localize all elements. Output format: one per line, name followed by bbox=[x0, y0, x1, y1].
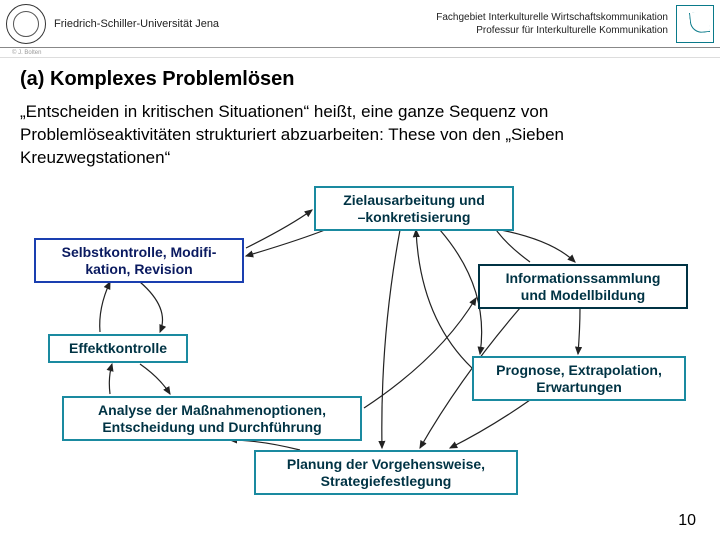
section-title: (a) Komplexes Problemlösen bbox=[20, 68, 700, 91]
sub-bar: © J. Bolten bbox=[0, 48, 720, 58]
edge-prog-planung bbox=[450, 400, 530, 448]
node-effekt: Effektkontrolle bbox=[48, 334, 188, 363]
edge-effekt-selbst bbox=[100, 282, 110, 332]
flow-diagram: Zielausarbeitung und–konkretisierung Selb… bbox=[20, 178, 700, 488]
department-block: Fachgebiet Interkulturelle Wirtschaftsko… bbox=[436, 11, 668, 37]
node-ziel: Zielausarbeitung und–konkretisierung bbox=[314, 186, 514, 232]
header-right: Fachgebiet Interkulturelle Wirtschaftsko… bbox=[436, 5, 714, 43]
dept-logo-icon bbox=[676, 5, 714, 43]
edge-prog-ziel bbox=[416, 230, 472, 368]
edge-info-prog bbox=[578, 308, 580, 354]
dept-line-1: Fachgebiet Interkulturelle Wirtschaftsko… bbox=[436, 11, 668, 24]
node-analyse: Analyse der Maßnahmenoptionen,Entscheidu… bbox=[62, 396, 362, 442]
node-planung: Planung der Vorgehensweise,Strategiefest… bbox=[254, 450, 518, 496]
body-paragraph: „Entscheiden in kritischen Situationen“ … bbox=[20, 101, 700, 170]
edge-ziel-selbst bbox=[246, 228, 330, 256]
header-left: Friedrich-Schiller-Universität Jena bbox=[6, 4, 219, 44]
university-name: Friedrich-Schiller-Universität Jena bbox=[54, 18, 219, 30]
content-area: (a) Komplexes Problemlösen „Entscheiden … bbox=[0, 58, 720, 488]
edge-ziel-planung bbox=[382, 230, 400, 448]
header-bar: Friedrich-Schiller-Universität Jena Fach… bbox=[0, 0, 720, 48]
edge-analyse-info bbox=[364, 298, 476, 408]
edge-selbst-ziel bbox=[246, 210, 312, 248]
edge-selbst-effekt bbox=[140, 282, 163, 332]
edge-ziel-info bbox=[490, 228, 575, 262]
university-seal-icon bbox=[6, 4, 46, 44]
node-selbst: Selbstkontrolle, Modifi-kation, Revision bbox=[34, 238, 244, 284]
dept-line-2: Professur für Interkulturelle Kommunikat… bbox=[436, 24, 668, 37]
edge-effekt-analyse bbox=[140, 364, 170, 394]
page-number: 10 bbox=[678, 512, 696, 530]
edge-ziel-prog bbox=[440, 230, 482, 354]
edge-analyse-effekt bbox=[109, 364, 112, 394]
node-prog: Prognose, Extrapolation,Erwartungen bbox=[472, 356, 686, 402]
node-info: Informationssammlungund Modellbildung bbox=[478, 264, 688, 310]
